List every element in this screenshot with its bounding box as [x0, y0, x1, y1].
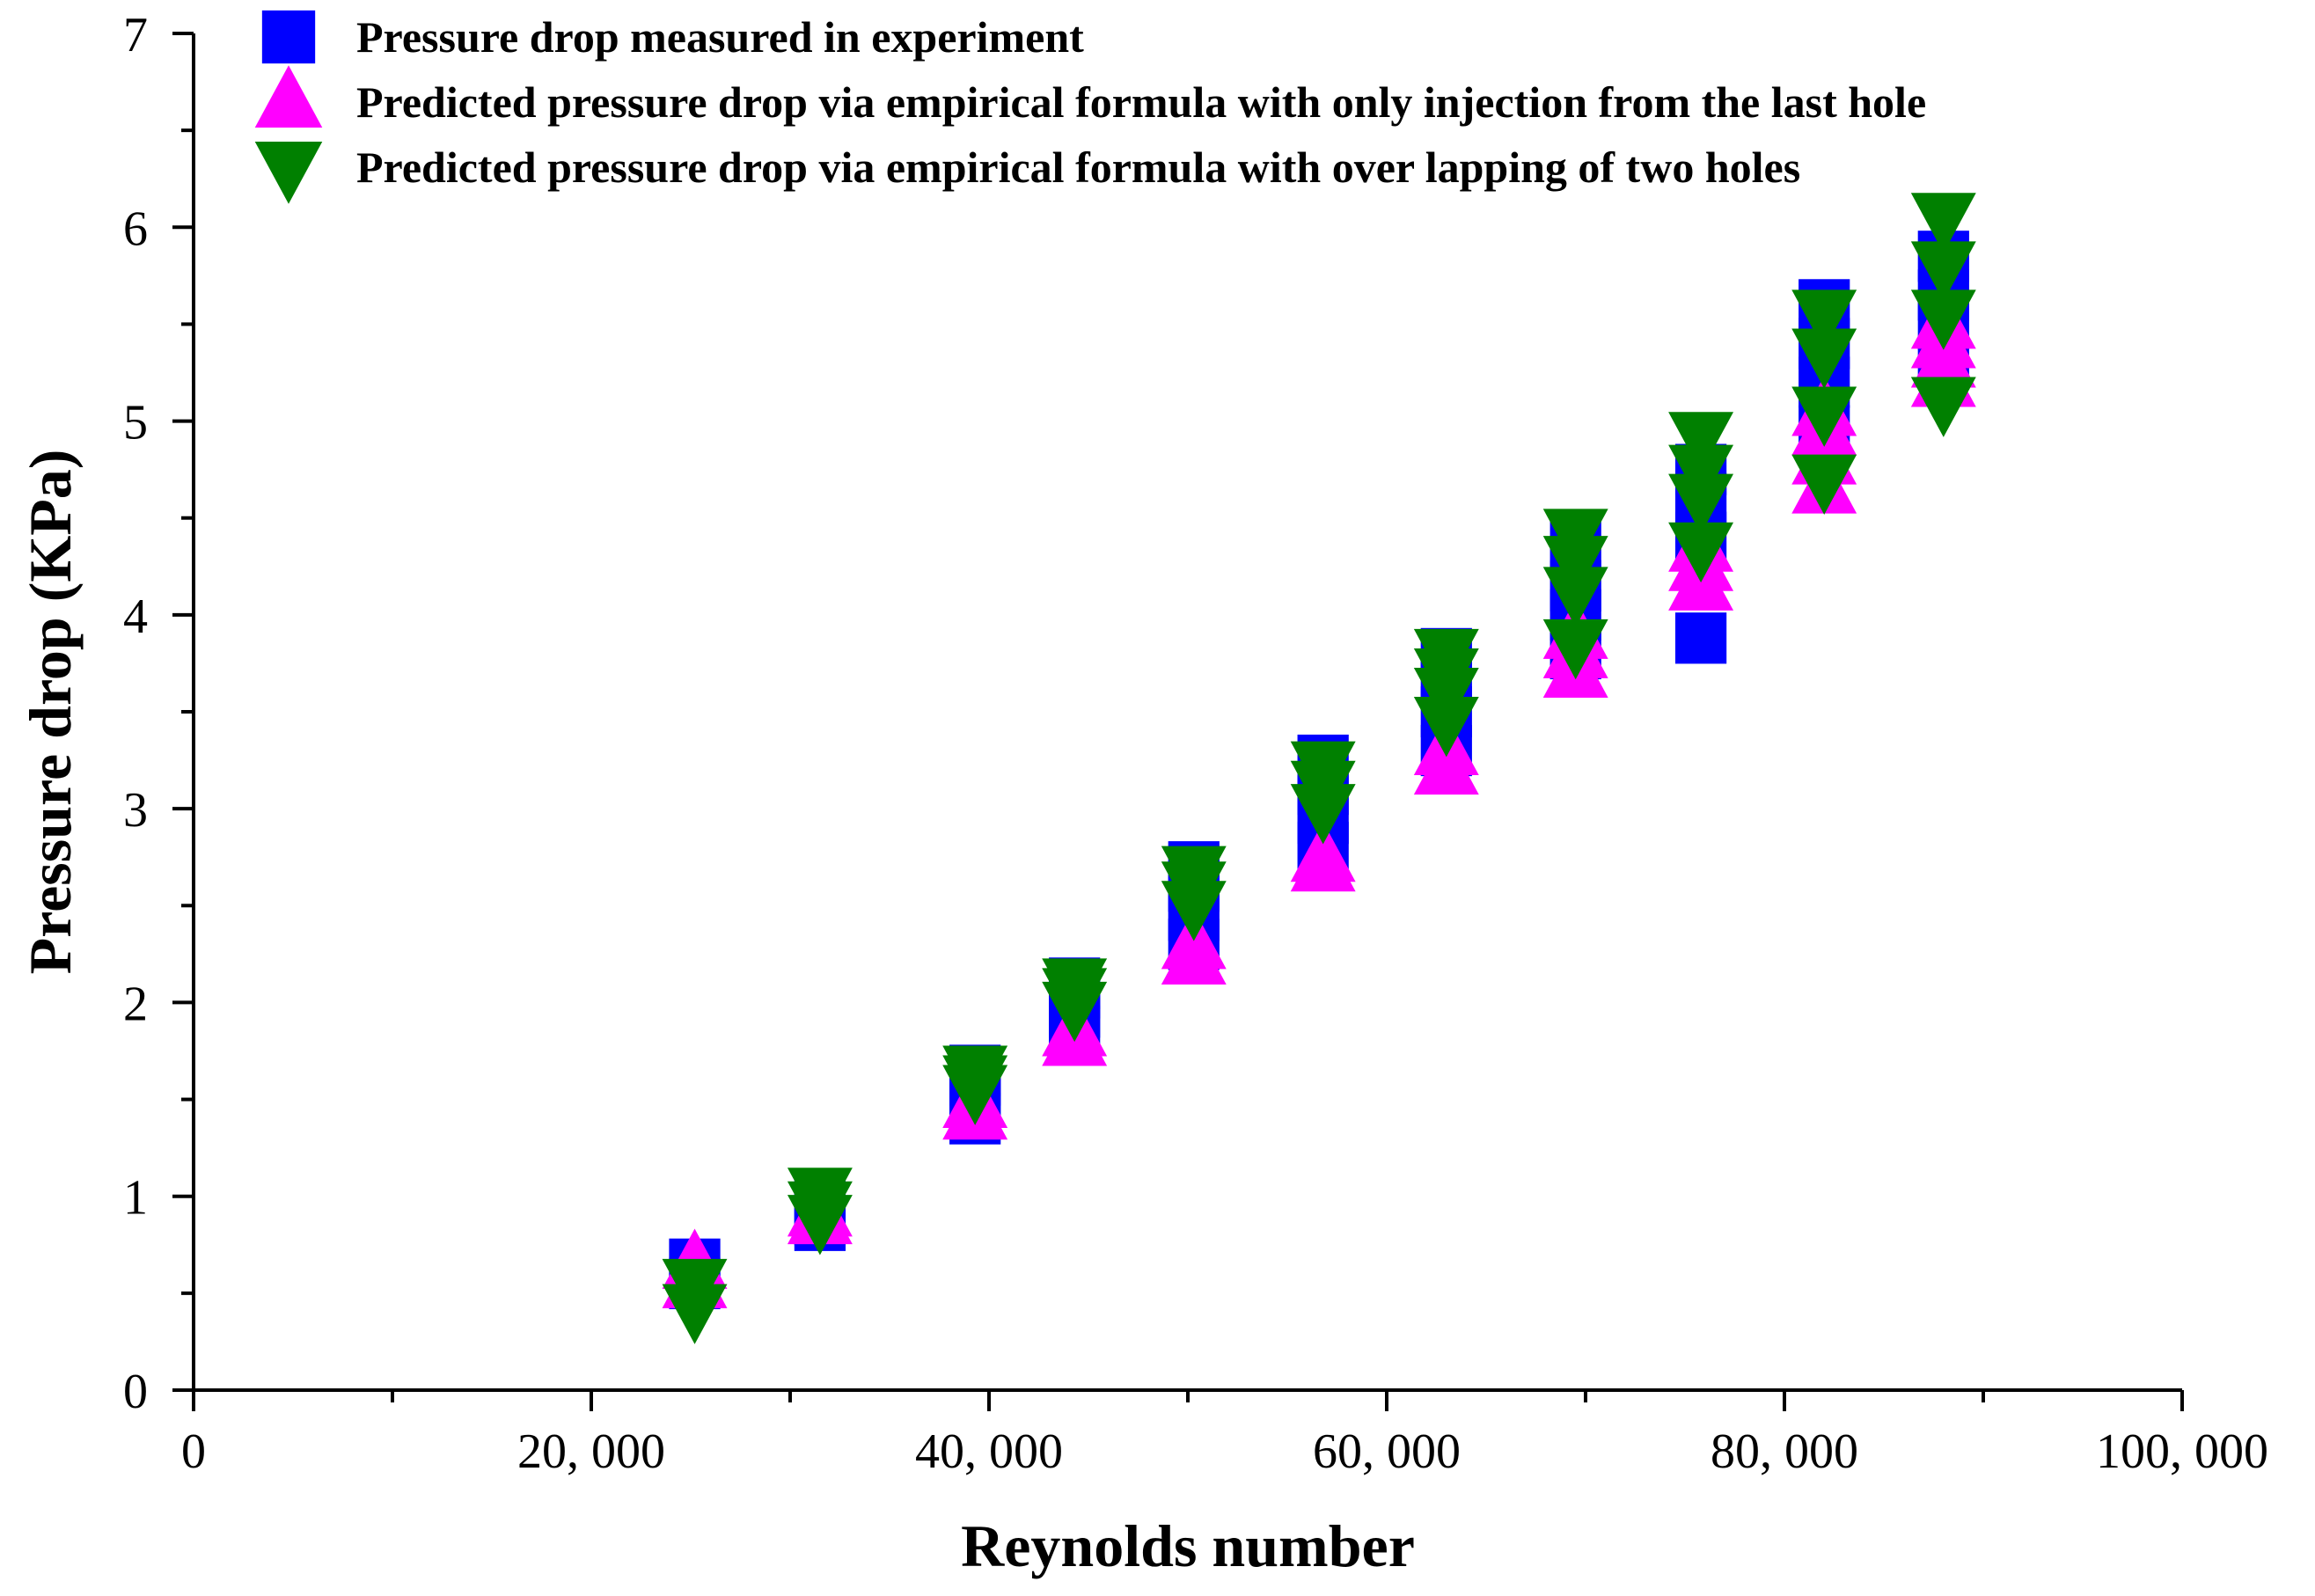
- data-point: [1791, 386, 1857, 447]
- y-tick-label: 3: [123, 783, 148, 838]
- data-point: [662, 1284, 728, 1344]
- legend-label: Predicted pressure drop via empirical fo…: [356, 77, 1926, 127]
- data-point: [1910, 193, 1976, 253]
- x-tick-label: 20, 000: [517, 1424, 665, 1479]
- data-markers: [662, 193, 1976, 1344]
- data-point: [1674, 612, 1727, 664]
- x-axis-ticks: 0 20, 000 40, 000 60, 000 80, 000 100, 000: [181, 1390, 2268, 1479]
- data-point: [1290, 821, 1356, 882]
- data-point: [787, 1195, 853, 1256]
- y-tick-label: 6: [123, 201, 148, 256]
- data-point: [1791, 328, 1857, 389]
- y-tick-label: 5: [123, 396, 148, 450]
- y-axis-ticks: 0 1 2 3 4 5 6 7: [123, 8, 194, 1419]
- data-point: [1910, 289, 1976, 350]
- legend-marker: [254, 142, 323, 204]
- legend-label: Predicted pressure drop via empirical fo…: [356, 143, 1800, 192]
- data-point: [1542, 536, 1608, 597]
- x-tick-label: 60, 000: [1313, 1424, 1461, 1479]
- legend-marker: [261, 10, 316, 64]
- y-tick-label: 2: [123, 977, 148, 1031]
- x-axis-title: Reynolds number: [961, 1512, 1415, 1579]
- data-point: [1791, 454, 1857, 515]
- data-point: [1290, 784, 1356, 845]
- data-point: [1668, 522, 1734, 583]
- y-tick-label: 7: [123, 8, 148, 62]
- data-point: [1042, 981, 1108, 1043]
- data-point: [1910, 377, 1976, 437]
- y-tick-label: 4: [123, 589, 148, 644]
- y-tick-label: 0: [123, 1365, 148, 1419]
- x-tick-label: 80, 000: [1711, 1424, 1858, 1479]
- legend: Pressure drop measured in experiment Pred…: [254, 10, 1926, 204]
- plot-area: [192, 33, 2182, 1392]
- y-tick-label: 1: [123, 1171, 148, 1226]
- data-point: [1791, 289, 1857, 350]
- legend-label: Pressure drop measured in experiment: [356, 12, 1084, 62]
- data-point: [1161, 881, 1227, 941]
- x-tick-label: 40, 000: [915, 1424, 1063, 1479]
- data-point: [942, 1065, 1008, 1125]
- data-point: [1542, 619, 1608, 680]
- x-tick-label: 100, 000: [2096, 1424, 2268, 1479]
- data-point: [1668, 473, 1734, 535]
- legend-marker: [254, 65, 323, 128]
- data-point: [1910, 241, 1976, 302]
- x-tick-label: 0: [181, 1424, 206, 1479]
- data-point: [1668, 412, 1734, 472]
- data-point: [1413, 697, 1479, 758]
- series-3: [662, 193, 1976, 1344]
- data-point: [1542, 567, 1608, 627]
- y-axis-title: Pressure drop (KPa): [17, 450, 84, 975]
